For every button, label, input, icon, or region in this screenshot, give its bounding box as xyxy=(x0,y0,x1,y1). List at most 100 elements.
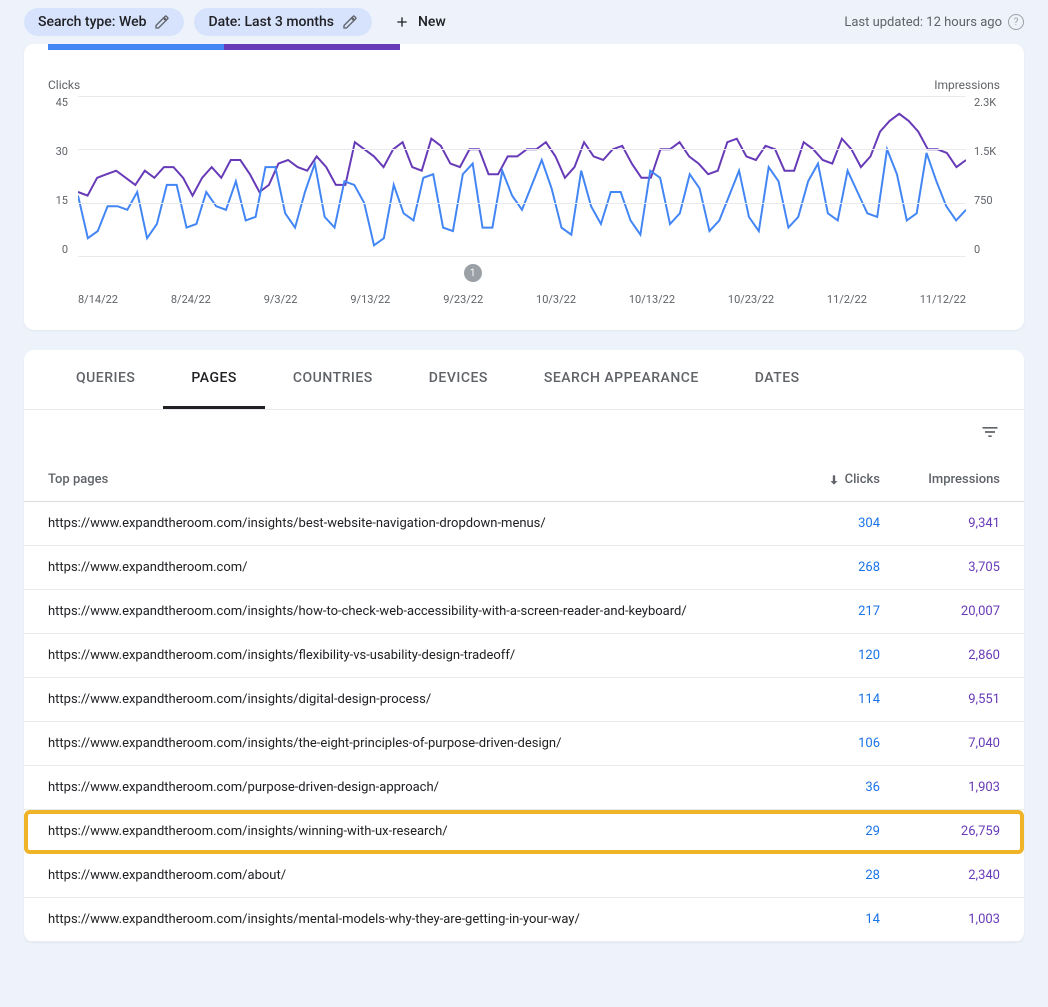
table-header: Top pages Clicks Impressions xyxy=(24,458,1024,502)
table-row[interactable]: https://www.expandtheroom.com/insights/f… xyxy=(24,634,1024,678)
row-impressions: 9,341 xyxy=(880,516,1000,531)
table-row[interactable]: https://www.expandtheroom.com/insights/h… xyxy=(24,590,1024,634)
header-impressions[interactable]: Impressions xyxy=(880,472,1000,487)
table-row[interactable]: https://www.expandtheroom.com/about/282,… xyxy=(24,854,1024,898)
row-clicks: 304 xyxy=(760,516,880,531)
edit-icon xyxy=(342,14,358,30)
right-axis-title: Impressions xyxy=(934,78,1000,92)
row-url: https://www.expandtheroom.com/insights/b… xyxy=(48,516,760,531)
edit-icon xyxy=(154,14,170,30)
date-range-label: Date: Last 3 months xyxy=(208,14,334,30)
x-tick: 10/3/22 xyxy=(536,293,576,306)
filter-bar: Search type: Web Date: Last 3 months New… xyxy=(0,0,1048,44)
header-clicks-label: Clicks xyxy=(845,472,880,487)
row-url: https://www.expandtheroom.com/insights/f… xyxy=(48,648,760,663)
tab-search-appearance[interactable]: SEARCH APPEARANCE xyxy=(516,350,727,409)
row-clicks: 120 xyxy=(760,648,880,663)
y-axis-left: 4530150 xyxy=(46,96,68,256)
table-filter-button[interactable] xyxy=(980,422,1000,446)
tab-dates[interactable]: DATES xyxy=(727,350,828,409)
row-impressions: 2,340 xyxy=(880,868,1000,883)
table-row[interactable]: https://www.expandtheroom.com/insights/t… xyxy=(24,722,1024,766)
y-right-tick: 0 xyxy=(974,243,1006,256)
row-url: https://www.expandtheroom.com/ xyxy=(48,560,760,575)
last-updated-text: Last updated: 12 hours ago xyxy=(844,15,1002,30)
tab-queries[interactable]: QUERIES xyxy=(48,350,163,409)
y-axis-right: 2.3K 1.5K 750 0 xyxy=(974,96,1006,256)
tab-countries[interactable]: COUNTRIES xyxy=(265,350,401,409)
row-clicks: 28 xyxy=(760,868,880,883)
header-clicks[interactable]: Clicks xyxy=(760,472,880,487)
clicks-metric-bar xyxy=(48,44,224,50)
chart-annotation-badge[interactable]: 1 xyxy=(464,264,482,282)
table-row[interactable]: https://www.expandtheroom.com/insights/d… xyxy=(24,678,1024,722)
row-url: https://www.expandtheroom.com/insights/w… xyxy=(48,824,760,839)
table-card: QUERIESPAGESCOUNTRIESDEVICESSEARCH APPEA… xyxy=(24,350,1024,942)
x-axis: 8/14/22 8/24/22 9/3/22 9/13/22 9/23/22 10/3/2… xyxy=(78,293,966,306)
row-url: https://www.expandtheroom.com/insights/t… xyxy=(48,736,760,751)
impressions-line xyxy=(78,114,966,196)
row-clicks: 29 xyxy=(760,824,880,839)
dimension-tabs: QUERIESPAGESCOUNTRIESDEVICESSEARCH APPEA… xyxy=(24,350,1024,410)
row-impressions: 2,860 xyxy=(880,648,1000,663)
row-impressions: 26,759 xyxy=(880,824,1000,839)
y-right-tick: 1.5K xyxy=(974,145,1006,158)
row-clicks: 106 xyxy=(760,736,880,751)
header-top-pages: Top pages xyxy=(48,472,760,487)
plus-icon xyxy=(394,14,410,30)
y-right-tick: 750 xyxy=(974,194,1006,207)
y-left-tick: 30 xyxy=(46,145,68,158)
x-tick: 8/14/22 xyxy=(78,293,118,306)
filter-icon xyxy=(980,422,1000,442)
left-axis-title: Clicks xyxy=(48,78,80,92)
row-impressions: 3,705 xyxy=(880,560,1000,575)
tab-devices[interactable]: DEVICES xyxy=(401,350,516,409)
x-tick: 9/23/22 xyxy=(443,293,483,306)
y-left-tick: 0 xyxy=(46,243,68,256)
search-type-label: Search type: Web xyxy=(38,14,146,30)
x-tick: 8/24/22 xyxy=(171,293,211,306)
x-tick: 10/13/22 xyxy=(629,293,675,306)
chart-area: 4530150 2.3K1.5K7500 1 8/14/228/24/229/3… xyxy=(48,96,1000,306)
x-tick: 11/2/22 xyxy=(827,293,867,306)
table-row[interactable]: https://www.expandtheroom.com/insights/w… xyxy=(24,810,1024,854)
table-row[interactable]: https://www.expandtheroom.com/insights/m… xyxy=(24,898,1024,942)
row-impressions: 1,903 xyxy=(880,780,1000,795)
row-impressions: 20,007 xyxy=(880,604,1000,619)
performance-chart-card: Clicks Impressions 4530150 2.3K1.5K7500 … xyxy=(24,44,1024,330)
chart-svg xyxy=(78,96,966,256)
row-clicks: 268 xyxy=(760,560,880,575)
row-clicks: 36 xyxy=(760,780,880,795)
row-url: https://www.expandtheroom.com/purpose-dr… xyxy=(48,780,760,795)
table-row[interactable]: https://www.expandtheroom.com/insights/b… xyxy=(24,502,1024,546)
row-url: https://www.expandtheroom.com/about/ xyxy=(48,868,760,883)
row-impressions: 9,551 xyxy=(880,692,1000,707)
date-range-chip[interactable]: Date: Last 3 months xyxy=(194,8,372,36)
new-label: New xyxy=(418,14,446,30)
table-row[interactable]: https://www.expandtheroom.com/2683,705 xyxy=(24,546,1024,590)
last-updated: Last updated: 12 hours ago ? xyxy=(844,14,1024,30)
row-clicks: 217 xyxy=(760,604,880,619)
row-url: https://www.expandtheroom.com/insights/m… xyxy=(48,912,760,927)
row-impressions: 7,040 xyxy=(880,736,1000,751)
new-filter-button[interactable]: New xyxy=(382,8,458,36)
impressions-metric-bar xyxy=(224,44,400,50)
row-clicks: 114 xyxy=(760,692,880,707)
search-type-chip[interactable]: Search type: Web xyxy=(24,8,184,36)
table-row[interactable]: https://www.expandtheroom.com/purpose-dr… xyxy=(24,766,1024,810)
row-url: https://www.expandtheroom.com/insights/d… xyxy=(48,692,760,707)
sort-desc-icon xyxy=(827,473,841,487)
tab-pages[interactable]: PAGES xyxy=(163,350,265,409)
header-impressions-label: Impressions xyxy=(928,472,1000,487)
y-right-tick: 2.3K xyxy=(974,96,1006,109)
x-tick: 10/23/22 xyxy=(728,293,774,306)
x-tick: 9/13/22 xyxy=(350,293,390,306)
help-icon[interactable]: ? xyxy=(1008,14,1024,30)
table-body: https://www.expandtheroom.com/insights/b… xyxy=(24,502,1024,942)
x-tick: 11/12/22 xyxy=(920,293,966,306)
x-tick: 9/3/22 xyxy=(264,293,298,306)
row-impressions: 1,003 xyxy=(880,912,1000,927)
row-clicks: 14 xyxy=(760,912,880,927)
y-left-tick: 15 xyxy=(46,194,68,207)
row-url: https://www.expandtheroom.com/insights/h… xyxy=(48,604,760,619)
